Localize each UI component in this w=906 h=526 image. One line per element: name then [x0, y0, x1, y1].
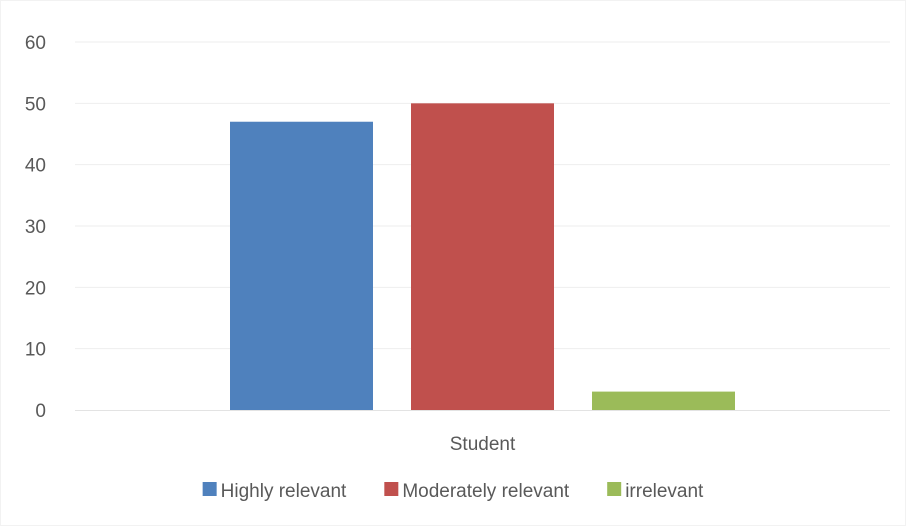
y-tick-label: 0	[35, 401, 46, 422]
legend-item-moderately-relevant: Moderately relevant	[384, 481, 570, 502]
bar-irrelevant	[592, 391, 735, 410]
y-tick-label: 50	[25, 94, 46, 115]
y-tick-label: 10	[25, 340, 46, 361]
x-tick-label: Student	[450, 434, 516, 455]
legend-label: irrelevant	[625, 481, 704, 502]
y-axis-tick-labels: 0 10 20 30 40 50 60	[25, 33, 46, 422]
bar-highly-relevant	[230, 121, 373, 410]
legend-label: Moderately relevant	[402, 481, 570, 502]
legend: Highly relevant Moderately relevant irrele…	[202, 481, 704, 502]
y-tick-label: 60	[25, 33, 46, 54]
x-axis-tick-labels: Student	[450, 434, 516, 455]
legend-swatch	[202, 482, 217, 496]
legend-label: Highly relevant	[221, 481, 347, 502]
legend-item-highly-relevant: Highly relevant	[202, 481, 347, 502]
legend-swatch	[607, 482, 622, 496]
bars	[230, 103, 735, 410]
legend-item-irrelevant: irrelevant	[607, 481, 704, 502]
bar-moderately-relevant	[411, 103, 554, 410]
y-tick-label: 20	[25, 278, 46, 299]
y-tick-label: 40	[25, 156, 46, 177]
y-tick-label: 30	[25, 217, 46, 238]
legend-swatch	[384, 482, 399, 496]
